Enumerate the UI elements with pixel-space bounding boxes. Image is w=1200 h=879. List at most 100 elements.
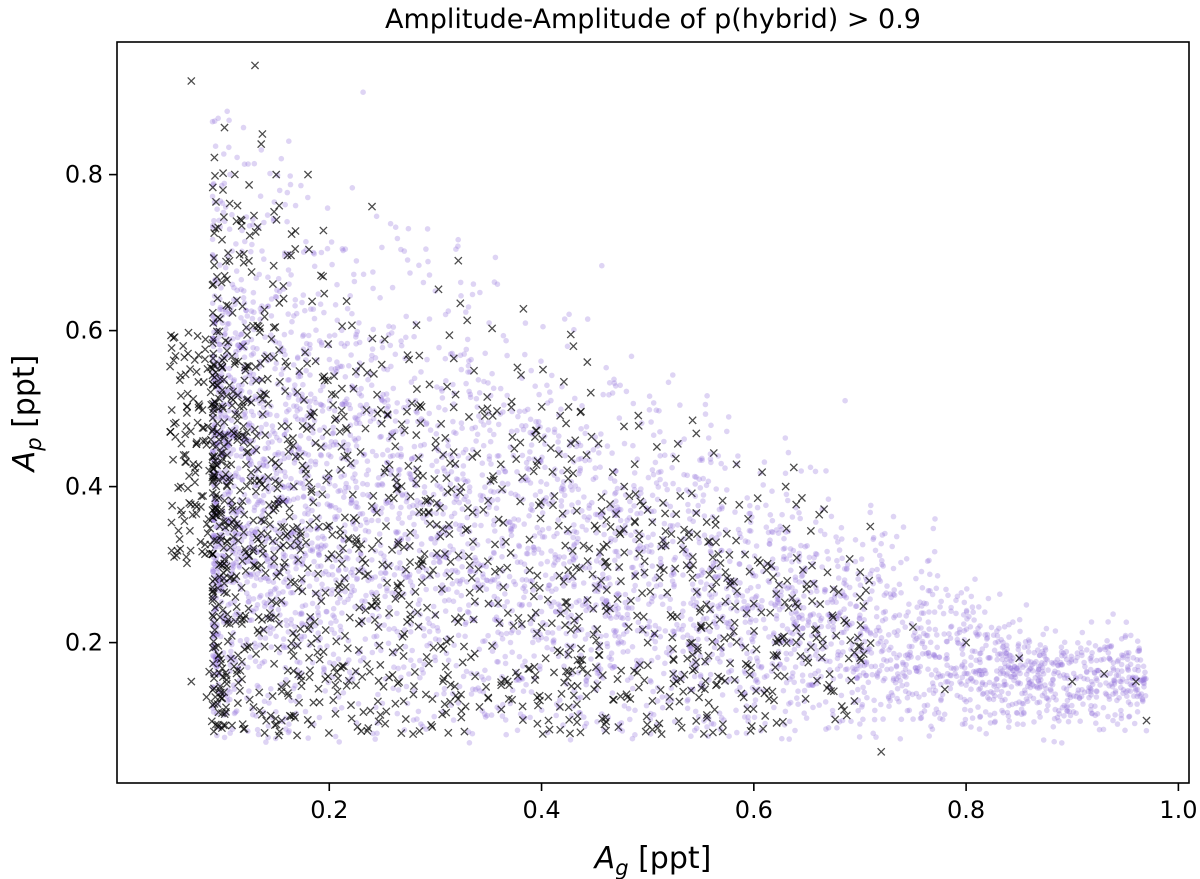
dot-point bbox=[406, 514, 413, 521]
dot-point bbox=[344, 396, 350, 402]
dot-point bbox=[837, 663, 844, 669]
dot-point bbox=[1069, 702, 1075, 709]
dot-point bbox=[749, 638, 756, 645]
dot-point bbox=[369, 346, 376, 352]
dot-point bbox=[1006, 634, 1012, 640]
dot-point bbox=[816, 612, 822, 619]
dot-point bbox=[275, 606, 282, 613]
dot-point bbox=[586, 505, 592, 512]
dot-point bbox=[1104, 644, 1111, 651]
dot-point bbox=[535, 546, 542, 552]
dot-point bbox=[1119, 676, 1126, 682]
dot-point bbox=[1036, 685, 1043, 691]
dot-point bbox=[368, 517, 375, 524]
dot-point bbox=[898, 559, 904, 566]
dot-point bbox=[1008, 674, 1015, 680]
dot-point bbox=[669, 464, 675, 471]
dot-point bbox=[773, 565, 780, 572]
dot-point bbox=[405, 225, 412, 232]
dot-point bbox=[291, 403, 297, 409]
dot-point bbox=[742, 538, 749, 544]
dot-point bbox=[509, 649, 515, 655]
dot-point bbox=[671, 557, 677, 563]
dot-point bbox=[964, 616, 970, 622]
dot-point bbox=[351, 587, 358, 594]
dot-point bbox=[395, 452, 401, 458]
dot-point bbox=[1098, 657, 1104, 663]
dot-point bbox=[708, 459, 714, 466]
dot-point bbox=[607, 581, 613, 588]
dot-point bbox=[445, 586, 452, 593]
dot-point bbox=[341, 489, 348, 495]
dot-point bbox=[867, 571, 874, 577]
dot-point bbox=[961, 696, 968, 703]
dot-point bbox=[681, 436, 687, 442]
dot-point bbox=[461, 496, 467, 503]
dot-point bbox=[537, 488, 544, 495]
dot-point bbox=[616, 634, 622, 640]
dot-point bbox=[1059, 662, 1065, 668]
dot-point bbox=[592, 511, 599, 518]
dot-point bbox=[960, 612, 967, 618]
dot-point bbox=[525, 550, 531, 557]
dot-point bbox=[508, 629, 515, 636]
dot-point bbox=[1020, 701, 1027, 707]
dot-point bbox=[480, 442, 487, 449]
dot-point bbox=[1006, 718, 1012, 724]
dot-point bbox=[1037, 714, 1043, 720]
dot-point bbox=[397, 560, 403, 566]
dot-point bbox=[901, 673, 908, 679]
dot-point bbox=[311, 263, 318, 270]
dot-point bbox=[794, 611, 800, 617]
dot-point bbox=[910, 716, 916, 722]
dot-point bbox=[812, 652, 819, 658]
dot-point bbox=[1015, 643, 1021, 649]
dot-point bbox=[747, 655, 753, 662]
dot-point bbox=[817, 617, 824, 624]
dot-point bbox=[997, 591, 1003, 597]
dot-point bbox=[315, 612, 322, 619]
dot-point bbox=[859, 704, 865, 710]
dot-point bbox=[561, 554, 567, 560]
dot-point bbox=[799, 612, 805, 618]
dot-point bbox=[787, 552, 793, 558]
dot-point bbox=[411, 375, 418, 382]
dot-point bbox=[515, 629, 522, 636]
dot-point bbox=[768, 528, 775, 535]
dot-point bbox=[596, 450, 602, 456]
dot-point bbox=[997, 650, 1003, 657]
dot-point bbox=[1088, 666, 1094, 673]
dot-point bbox=[937, 715, 943, 722]
dot-point bbox=[377, 295, 383, 301]
dot-point bbox=[649, 549, 655, 555]
dot-point bbox=[445, 657, 452, 664]
dot-point bbox=[249, 315, 256, 322]
dot-point bbox=[752, 697, 759, 703]
dot-point bbox=[230, 560, 237, 567]
dot-point bbox=[249, 241, 255, 248]
dot-point bbox=[351, 436, 358, 442]
dot-point bbox=[472, 424, 479, 431]
dot-point bbox=[972, 576, 978, 582]
dot-point bbox=[790, 547, 797, 554]
dot-point bbox=[597, 673, 603, 680]
dot-point bbox=[1140, 663, 1147, 670]
dot-point bbox=[257, 305, 264, 312]
dot-point bbox=[257, 193, 264, 199]
dot-point bbox=[1093, 720, 1099, 726]
dot-point bbox=[495, 469, 502, 476]
dot-point bbox=[415, 418, 421, 425]
dot-point bbox=[1068, 656, 1075, 663]
dot-point bbox=[768, 600, 774, 606]
dot-point bbox=[485, 419, 492, 426]
dot-point bbox=[269, 439, 275, 445]
dot-point bbox=[869, 588, 875, 594]
dot-point bbox=[371, 633, 377, 640]
dot-point bbox=[971, 617, 977, 623]
dot-point bbox=[941, 711, 948, 718]
dot-point bbox=[349, 383, 355, 389]
dot-point bbox=[459, 564, 465, 570]
dot-point bbox=[342, 588, 349, 595]
dot-point bbox=[508, 528, 514, 534]
dot-point bbox=[861, 689, 868, 696]
